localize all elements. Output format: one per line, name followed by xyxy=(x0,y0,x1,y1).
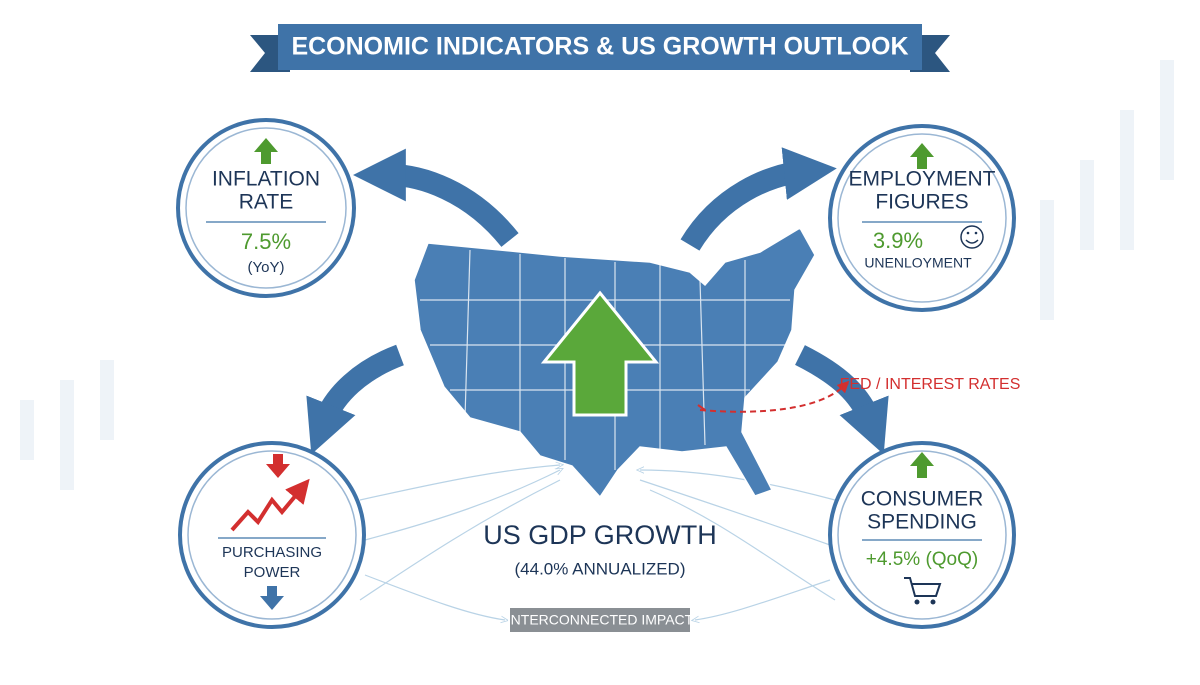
decoration xyxy=(20,400,34,460)
decoration xyxy=(910,452,934,478)
node-title: FIGURES xyxy=(875,191,968,214)
consumer-node: CONSUMER SPENDING +4.5% (QoQ) xyxy=(828,441,1016,629)
decoration xyxy=(1120,110,1134,250)
decoration xyxy=(100,360,114,440)
node-title: INFLATION xyxy=(212,168,320,191)
node-title: EMPLOYMENT xyxy=(848,168,995,191)
decoration xyxy=(910,143,934,169)
decoration xyxy=(306,344,405,455)
decoration xyxy=(960,225,984,249)
decoration xyxy=(837,133,1007,303)
decoration xyxy=(966,231,970,235)
decoration xyxy=(695,579,831,620)
decoration xyxy=(914,599,920,605)
decoration xyxy=(278,24,922,70)
node-title: CONSUMER xyxy=(861,488,984,511)
decoration xyxy=(364,470,560,541)
decoration xyxy=(837,450,1007,620)
decoration xyxy=(904,577,942,597)
employment-node: EMPLOYMENT FIGURES 3.9% UNENLOYMENT xyxy=(828,124,1016,312)
center-subtitle: (44.0% ANNUALIZED) xyxy=(515,559,686,578)
decoration xyxy=(1040,200,1054,320)
decoration xyxy=(930,599,936,605)
decoration xyxy=(176,118,356,298)
inflation-node: INFLATION RATE 7.5% (YoY) xyxy=(176,118,356,298)
decoration xyxy=(178,441,366,629)
decoration xyxy=(697,404,706,411)
node-note: (YoY) xyxy=(248,259,285,276)
decoration xyxy=(640,470,836,501)
decoration xyxy=(266,454,290,478)
decoration xyxy=(187,450,357,620)
node-value: +4.5% (QoQ) xyxy=(866,549,978,570)
node-title: SPENDING xyxy=(867,511,977,534)
growth-arrow xyxy=(540,290,660,417)
title: ECONOMIC INDICATORS & US GROWTH OUTLOOK xyxy=(291,33,908,61)
node-note: UNENLOYMENT xyxy=(864,255,972,271)
decoration xyxy=(974,231,978,235)
decoration xyxy=(649,489,836,601)
decoration xyxy=(230,478,310,532)
background-candles xyxy=(20,60,1174,490)
decoration xyxy=(359,465,560,501)
decoration xyxy=(680,147,837,251)
decoration xyxy=(1080,160,1094,250)
fed-arrow xyxy=(699,380,850,413)
decoration xyxy=(965,239,979,244)
decoration xyxy=(364,574,505,620)
decoration xyxy=(185,127,347,289)
decoration xyxy=(828,441,1016,629)
fed-label: FED / INTEREST RATES xyxy=(840,376,1021,393)
connections xyxy=(359,465,836,620)
node-value: 3.9% xyxy=(873,228,923,253)
footer-label: INTERCONNECTED IMPACT xyxy=(507,612,694,628)
decoration xyxy=(960,225,984,249)
decoration xyxy=(60,380,74,490)
center-title: US GDP GROWTH xyxy=(483,520,717,550)
node-title: POWER xyxy=(244,564,301,581)
decoration xyxy=(254,138,278,164)
node-title: RATE xyxy=(239,191,293,214)
decoration xyxy=(1160,60,1174,180)
footer-box xyxy=(510,608,690,632)
us-map xyxy=(413,226,816,499)
decoration xyxy=(639,479,831,546)
decoration xyxy=(359,479,561,601)
node-title: PURCHASING xyxy=(222,544,322,561)
decoration xyxy=(260,586,284,610)
decoration xyxy=(353,148,519,248)
title-banner: ECONOMIC INDICATORS & US GROWTH OUTLOOK xyxy=(250,24,950,72)
decoration xyxy=(828,124,1016,312)
decoration xyxy=(904,577,942,597)
node-value: 7.5% xyxy=(241,229,291,254)
purchasing-node: PURCHASING POWER xyxy=(178,441,366,629)
